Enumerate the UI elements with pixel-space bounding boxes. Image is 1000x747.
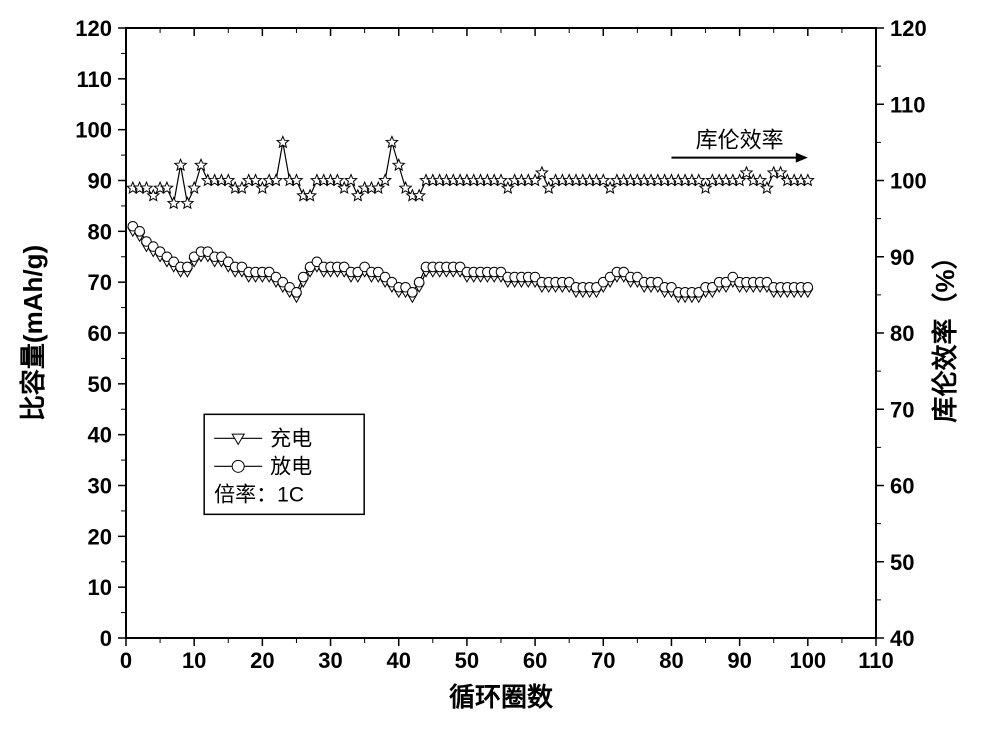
- annotation-arrow-head: [796, 153, 808, 163]
- star-icon: [195, 159, 206, 170]
- x-tick-label: 70: [591, 648, 615, 673]
- yl-tick-label: 100: [75, 118, 112, 143]
- star-icon: [536, 167, 547, 178]
- x-tick-label: 10: [182, 648, 206, 673]
- x-tick-label: 50: [455, 648, 479, 673]
- legend-discharge-label: 放电: [270, 455, 312, 478]
- circle-icon: [803, 282, 813, 292]
- yl-tick-label: 30: [88, 474, 112, 499]
- star-icon: [393, 159, 404, 170]
- star-icon: [175, 159, 186, 170]
- yl-tick-label: 20: [88, 524, 112, 549]
- yl-tick-label: 0: [100, 626, 112, 651]
- x-tick-label: 80: [659, 648, 683, 673]
- yr-tick-label: 50: [890, 550, 914, 575]
- yl-tick-label: 10: [88, 575, 112, 600]
- yl-tick-label: 60: [88, 321, 112, 346]
- star-icon: [277, 136, 288, 147]
- circle-icon: [183, 262, 193, 272]
- star-icon: [168, 197, 179, 208]
- yr-tick-label: 80: [890, 321, 914, 346]
- yl-tick-label: 110: [77, 67, 113, 92]
- yr-tick-label: 70: [890, 397, 914, 422]
- triangle-down-icon: [232, 434, 244, 444]
- plot-border: [126, 28, 876, 638]
- star-icon: [741, 167, 752, 178]
- yr-tick-label: 100: [890, 169, 927, 194]
- x-axis-title: 循环圈数: [449, 682, 554, 712]
- circle-icon: [414, 277, 424, 287]
- circle-icon: [232, 460, 244, 472]
- chart-container: 0 10 20 30 40 50 60 70 80 90 100 110 0 10 20 30 40 50 60 70…: [0, 0, 1000, 747]
- circle-icon: [292, 288, 302, 298]
- x-tick-label: 90: [727, 648, 751, 673]
- chart-svg: 0 10 20 30 40 50 60 70 80 90 100 110 0 10 20 30 40 50 60 70…: [0, 0, 1000, 747]
- yr-tick-label: 120: [890, 16, 927, 41]
- star-icon: [400, 182, 411, 193]
- x-tick-label: 110: [858, 648, 894, 673]
- yr-tick-label: 90: [890, 245, 914, 270]
- yl-tick-label: 40: [88, 423, 112, 448]
- circle-icon: [408, 288, 418, 298]
- x-tick-label: 0: [120, 648, 132, 673]
- legend-charge-label: 充电: [270, 427, 312, 450]
- yl-tick-label: 120: [75, 16, 112, 41]
- legend-rate-label: 倍率：1C: [214, 483, 304, 506]
- x-tick-label: 60: [523, 648, 547, 673]
- star-icon: [188, 182, 199, 193]
- discharge-markers: [128, 221, 813, 297]
- star-icon: [345, 175, 356, 186]
- yr-tick-label: 40: [890, 626, 914, 651]
- x-tick-label: 20: [250, 648, 274, 673]
- yr-tick-label: 110: [890, 92, 926, 117]
- y-right-axis-title: 库伦效率（%）: [930, 243, 960, 422]
- star-icon: [379, 175, 390, 186]
- x-tick-label: 100: [789, 648, 826, 673]
- y-left-axis-title: 比容量(mAh/g): [18, 245, 48, 421]
- yl-tick-label: 90: [88, 169, 112, 194]
- yl-tick-label: 70: [88, 270, 112, 295]
- x-tick-label: 30: [318, 648, 342, 673]
- yl-tick-label: 50: [88, 372, 112, 397]
- yr-tick-label: 60: [890, 474, 914, 499]
- x-tick-label: 40: [386, 648, 410, 673]
- yl-tick-label: 80: [88, 219, 112, 244]
- circle-icon: [298, 272, 308, 282]
- circle-icon: [135, 227, 145, 237]
- star-icon: [182, 197, 193, 208]
- annotation-text: 库伦效率: [696, 128, 784, 153]
- star-icon: [386, 136, 397, 147]
